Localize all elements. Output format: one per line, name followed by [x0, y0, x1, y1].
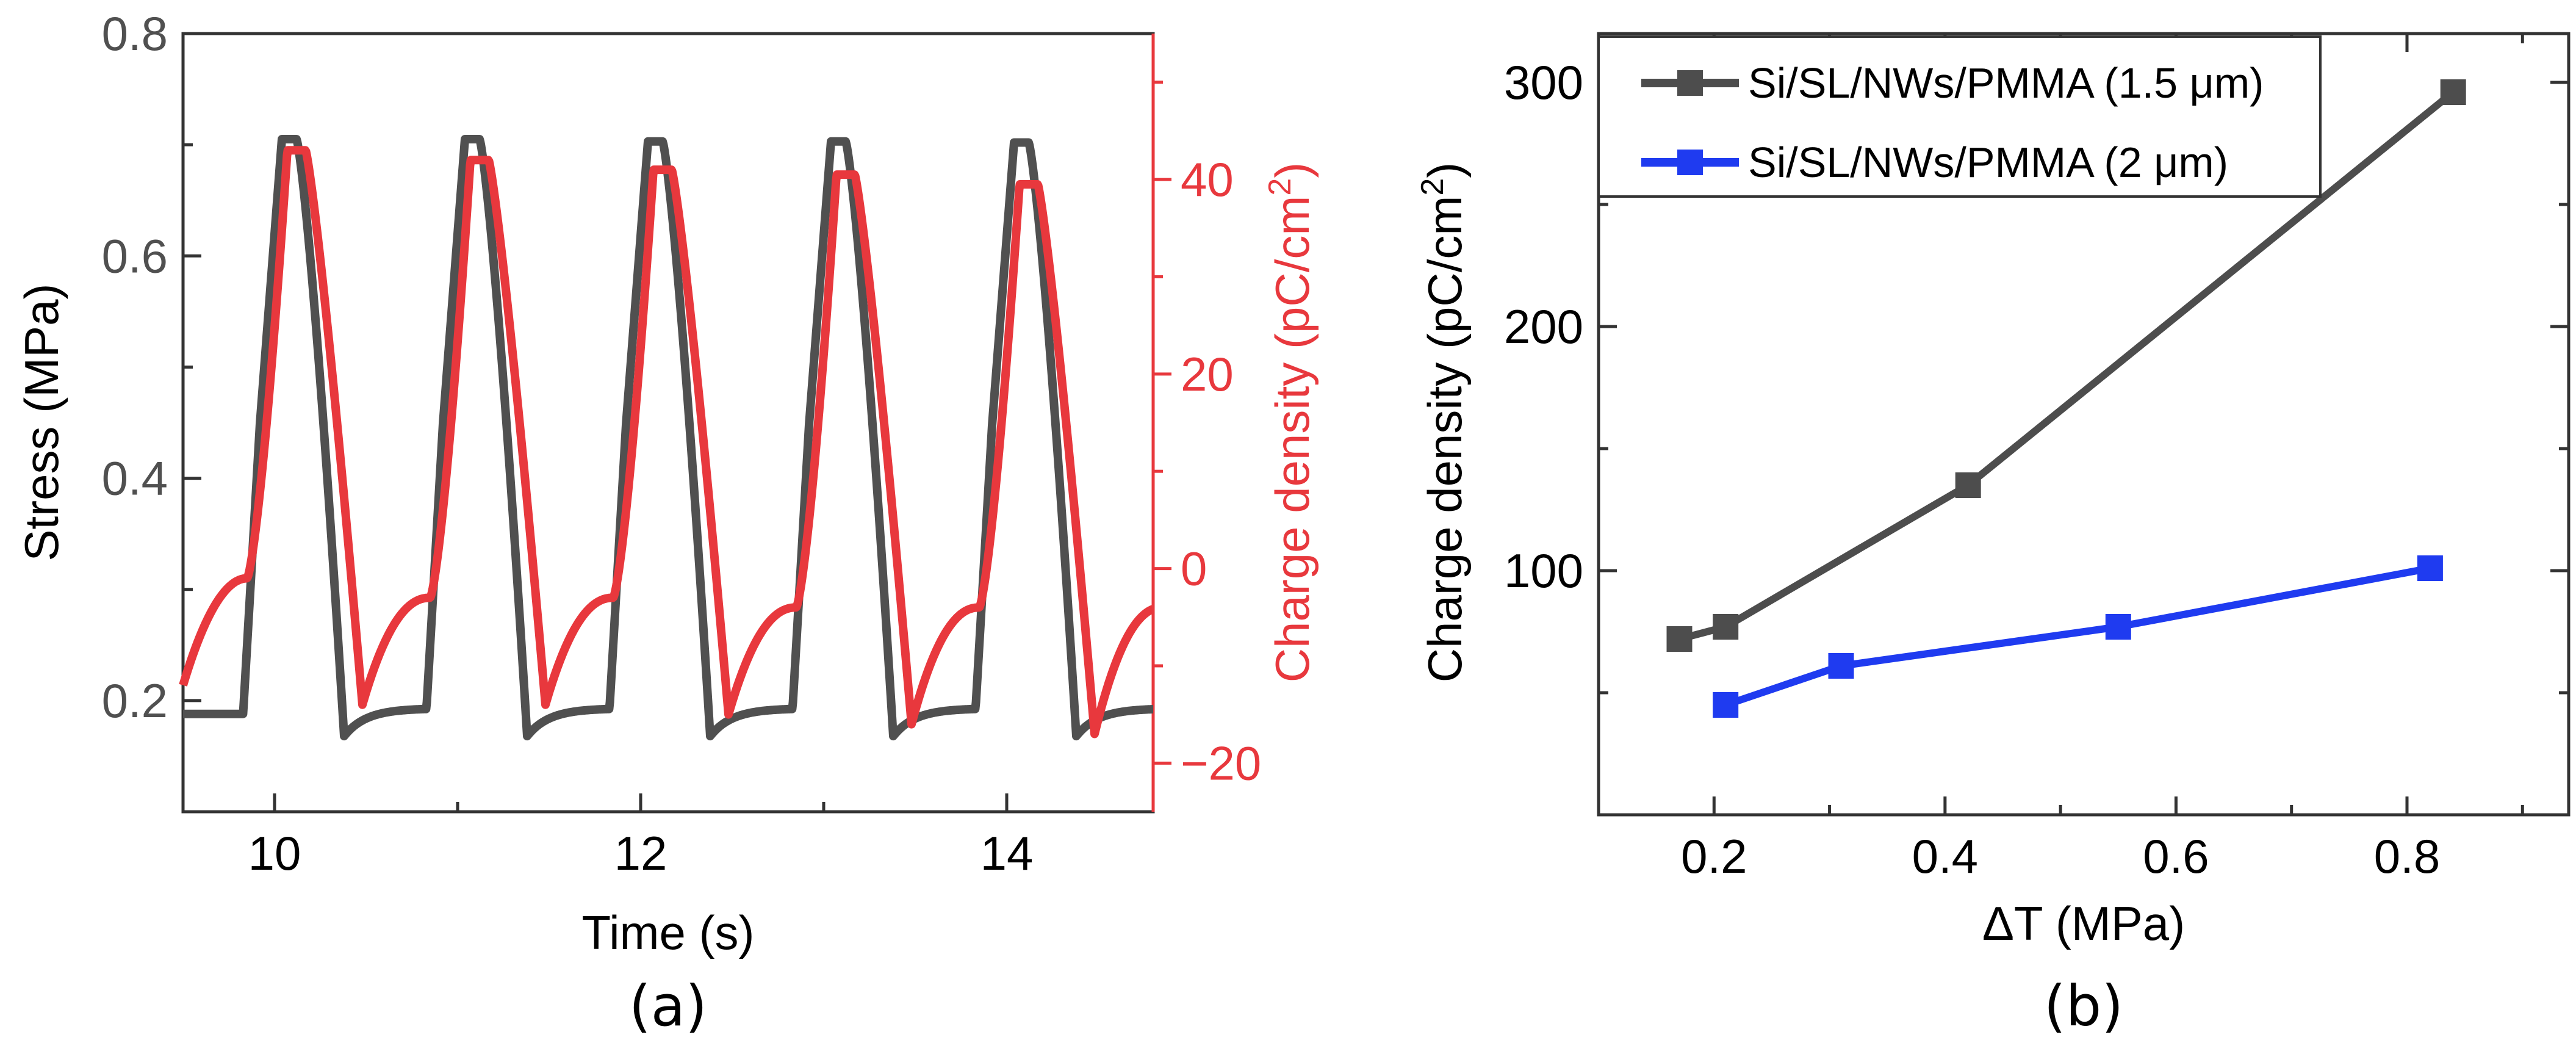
- series-2-point: [1828, 653, 1854, 679]
- series-1-point: [2440, 79, 2466, 105]
- legend-label-2: Si/SL/NWs/PMMA (2 μm): [1748, 139, 2228, 186]
- series-2-point: [1713, 692, 1739, 718]
- series-2-point: [2105, 614, 2131, 640]
- series-2-point: [2417, 555, 2443, 581]
- panel-a-ticks: [183, 32, 1171, 814]
- left-y-tick-label: 0.4: [102, 452, 168, 505]
- panel-a-left-y-axis-label: Stress (MPa): [15, 283, 68, 561]
- panel-b-tick-labels: 0.2 0.4 0.6 0.8 100 200 300: [1504, 56, 2440, 883]
- series-1-line: [1678, 89, 2456, 643]
- right-y-tick-label: 40: [1181, 153, 1234, 206]
- x-tick-label: 10: [248, 826, 301, 880]
- panel-a-x-axis-label: Time (s): [581, 906, 754, 959]
- right-y-tick-label: 0: [1181, 542, 1207, 596]
- right-y-label-superscript: 2: [1262, 178, 1298, 196]
- panel-b-plot-frame: [1597, 32, 2571, 817]
- panel-b-y-axis-label: Charge density (pC/cm2): [1415, 162, 1472, 683]
- x-tick-label: 0.6: [2143, 829, 2209, 883]
- right-y-tick-label: 20: [1181, 347, 1234, 401]
- panel-b: 0.2 0.4 0.6 0.8 100 200 300 Si/SL/NWs/PMMA (1.…: [1415, 32, 2571, 1039]
- legend: Si/SL/NWs/PMMA (1.5 μm) Si/SL/NWs/PMMA (…: [1597, 35, 2322, 198]
- series-2-line: [1724, 565, 2431, 709]
- y-label-superscript: 2: [1415, 178, 1450, 196]
- panel-b-x-axis-label: ΔT (MPa): [1982, 897, 2185, 950]
- x-tick-label: 0.2: [1681, 829, 1747, 883]
- y-tick-label: 300: [1504, 56, 1583, 109]
- charge-density-series-line: [179, 146, 1157, 738]
- y-tick-label: 100: [1504, 544, 1583, 598]
- series-1-point: [1666, 626, 1693, 652]
- panel-b-series: [1666, 79, 2466, 718]
- panel-a: 10 12 14 0.2 0.4 0.6 0.8 −20 0 20 40 Time (s) Stre…: [15, 7, 1319, 1039]
- stress-series-line: [179, 135, 1157, 741]
- series-1-point: [1713, 614, 1739, 640]
- x-tick-label: 0.4: [1912, 829, 1978, 883]
- series-1-point: [1955, 472, 1981, 498]
- panel-b-caption: (b): [2044, 973, 2123, 1039]
- right-y-label-end: ): [1265, 162, 1319, 178]
- legend-swatch-marker-1: [1677, 70, 1703, 96]
- legend-swatch-marker-2: [1677, 150, 1703, 175]
- y-label-end: ): [1418, 162, 1472, 178]
- panel-a-series: [179, 135, 1157, 741]
- y-tick-label: 200: [1504, 300, 1583, 353]
- x-tick-label: 12: [614, 826, 667, 880]
- legend-box: [1597, 35, 2322, 198]
- panel-a-right-y-axis-label: Charge density (pC/cm2): [1262, 162, 1319, 683]
- panel-a-caption: (a): [629, 973, 707, 1039]
- left-y-tick-label: 0.8: [102, 7, 168, 60]
- legend-label-1: Si/SL/NWs/PMMA (1.5 μm): [1748, 59, 2264, 107]
- right-y-tick-label: −20: [1181, 736, 1261, 790]
- left-y-tick-label: 0.2: [102, 674, 168, 728]
- panel-a-tick-labels: 10 12 14 0.2 0.4 0.6 0.8 −20 0 20 40: [102, 7, 1262, 880]
- left-y-tick-label: 0.6: [102, 229, 168, 283]
- y-label-main: Charge density (pC/cm: [1418, 196, 1472, 683]
- right-y-label-main: Charge density (pC/cm: [1265, 196, 1319, 683]
- x-tick-label: 14: [980, 826, 1034, 880]
- x-tick-label: 0.8: [2374, 829, 2440, 883]
